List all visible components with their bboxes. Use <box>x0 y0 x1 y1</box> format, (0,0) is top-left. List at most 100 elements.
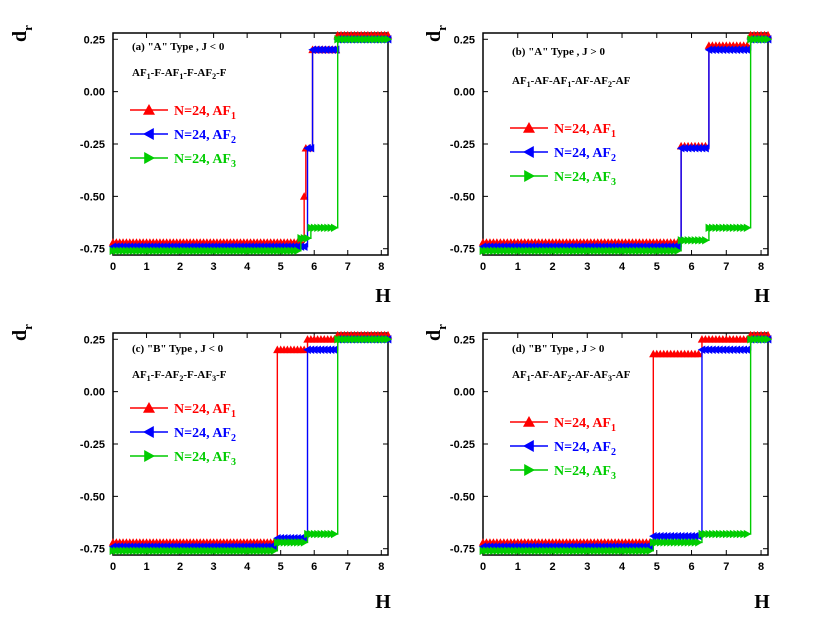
legend-label: N=24, AF2 <box>554 440 616 458</box>
data-point <box>764 35 773 44</box>
x-tick-label: 7 <box>723 561 729 573</box>
panel-b: 0 1 2 3 4 5 6 7 8 0.25 0.00 -0.25 -0.50 -0.75 Hdr (b) "… <box>423 25 773 307</box>
series-line <box>483 38 768 252</box>
x-tick-label: 3 <box>211 261 217 273</box>
legend-marker <box>144 152 155 164</box>
data-point <box>673 242 681 251</box>
series-line <box>483 38 768 248</box>
y-tick-label: -0.75 <box>80 244 105 256</box>
y-axis-label: dr <box>423 324 449 341</box>
series-line <box>113 38 388 252</box>
data-point <box>330 223 339 232</box>
y-tick-label: 0.25 <box>454 34 475 46</box>
plot-frame <box>482 332 769 556</box>
y-tick-label: -0.25 <box>80 439 105 451</box>
data-point <box>646 546 655 556</box>
y-tick-label: -0.75 <box>80 544 105 556</box>
x-tick-label: 0 <box>480 561 486 573</box>
data-point <box>304 234 312 243</box>
series-af1 <box>478 30 773 246</box>
y-tick-label: 0.25 <box>84 334 105 346</box>
x-tick-label: 7 <box>345 261 351 273</box>
x-tick-label: 2 <box>549 561 555 573</box>
x-axis-label: H <box>375 285 391 307</box>
panel-title: (c) "B" Type , J < 0 <box>132 343 224 355</box>
data-point <box>299 192 309 200</box>
configuration-label: AF1-AF-AF2-AF-AF3-AF <box>512 369 631 383</box>
legend-marker <box>523 146 534 158</box>
panel-a: 0 1 2 3 4 5 6 7 8 0.25 0.00 -0.25 -0.50 -0.75 Hdr (a) "… <box>9 25 393 307</box>
data-point <box>299 242 308 251</box>
x-tick-label: 5 <box>654 561 660 573</box>
legend-marker <box>144 450 155 462</box>
data-point <box>695 538 703 547</box>
y-tick-label: -0.25 <box>450 139 475 151</box>
y-tick-label: -0.75 <box>450 544 475 556</box>
series-af3 <box>109 35 393 256</box>
legend-label: N=24, AF1 <box>174 402 236 420</box>
x-tick-label: 5 <box>278 261 284 273</box>
x-tick-label: 0 <box>480 261 486 273</box>
legend-label: N=24, AF2 <box>554 146 616 164</box>
legend-marker <box>143 426 154 438</box>
y-tick-label: -0.50 <box>80 491 105 503</box>
series-line <box>113 334 388 544</box>
series-line <box>483 34 768 244</box>
legend-marker <box>143 128 154 140</box>
data-point <box>294 246 302 256</box>
y-tick-label: 0.00 <box>84 87 105 99</box>
data-point <box>743 223 752 232</box>
x-tick-label: 3 <box>584 261 590 273</box>
legend-label: N=24, AF3 <box>554 464 616 482</box>
x-tick-label: 8 <box>758 561 764 573</box>
series-line <box>483 334 768 544</box>
y-tick-label: -0.50 <box>80 191 105 203</box>
x-tick-label: 3 <box>211 561 217 573</box>
x-tick-label: 5 <box>278 561 284 573</box>
data-point <box>694 349 703 358</box>
y-tick-label: -0.25 <box>450 439 475 451</box>
legend-label: N=24, AF3 <box>174 152 236 170</box>
x-tick-label: 8 <box>378 561 384 573</box>
y-tick-label: 0.00 <box>454 87 475 99</box>
legend-marker <box>143 104 155 115</box>
x-tick-label: 6 <box>311 261 317 273</box>
data-point <box>300 538 309 547</box>
data-point <box>384 335 393 344</box>
data-point <box>674 246 682 256</box>
x-tick-label: 5 <box>654 261 660 273</box>
x-tick-label: 1 <box>143 261 149 273</box>
panel-title: (a) "A" Type , J < 0 <box>132 41 225 53</box>
y-tick-label: -0.50 <box>450 491 475 503</box>
y-tick-label: -0.25 <box>80 139 105 151</box>
data-point <box>764 335 773 344</box>
data-point <box>742 45 751 54</box>
x-axis-label: H <box>754 591 770 613</box>
configuration-label: AF1-AF-AF1-AF-AF2-AF <box>512 75 631 89</box>
y-axis-label: dr <box>9 324 35 341</box>
x-tick-label: 6 <box>311 561 317 573</box>
x-tick-label: 4 <box>619 561 626 573</box>
panel-c: 0 1 2 3 4 5 6 7 8 0.25 0.00 -0.25 -0.50 -0.75 Hdr (c) "… <box>9 324 393 613</box>
legend-label: N=24, AF1 <box>174 104 236 122</box>
x-tick-label: 0 <box>110 561 116 573</box>
legend-label: N=24, AF2 <box>174 128 236 146</box>
x-tick-label: 0 <box>110 261 116 273</box>
y-tick-label: -0.50 <box>450 191 475 203</box>
series-af3 <box>479 35 773 256</box>
configuration-label: AF1-F-AF2-F-AF3-F <box>132 369 227 383</box>
x-tick-label: 6 <box>688 261 694 273</box>
series-af2 <box>478 335 772 551</box>
legend-marker <box>523 416 535 427</box>
legend-label: N=24, AF1 <box>554 122 616 140</box>
x-tick-label: 7 <box>723 261 729 273</box>
data-point <box>270 546 279 556</box>
series-af1 <box>108 330 393 546</box>
x-tick-label: 8 <box>758 261 764 273</box>
legend-label: N=24, AF3 <box>554 170 616 188</box>
series-af2 <box>108 335 392 551</box>
y-tick-label: 0.00 <box>84 387 105 399</box>
data-point <box>701 143 709 153</box>
x-axis-label: H <box>375 591 391 613</box>
